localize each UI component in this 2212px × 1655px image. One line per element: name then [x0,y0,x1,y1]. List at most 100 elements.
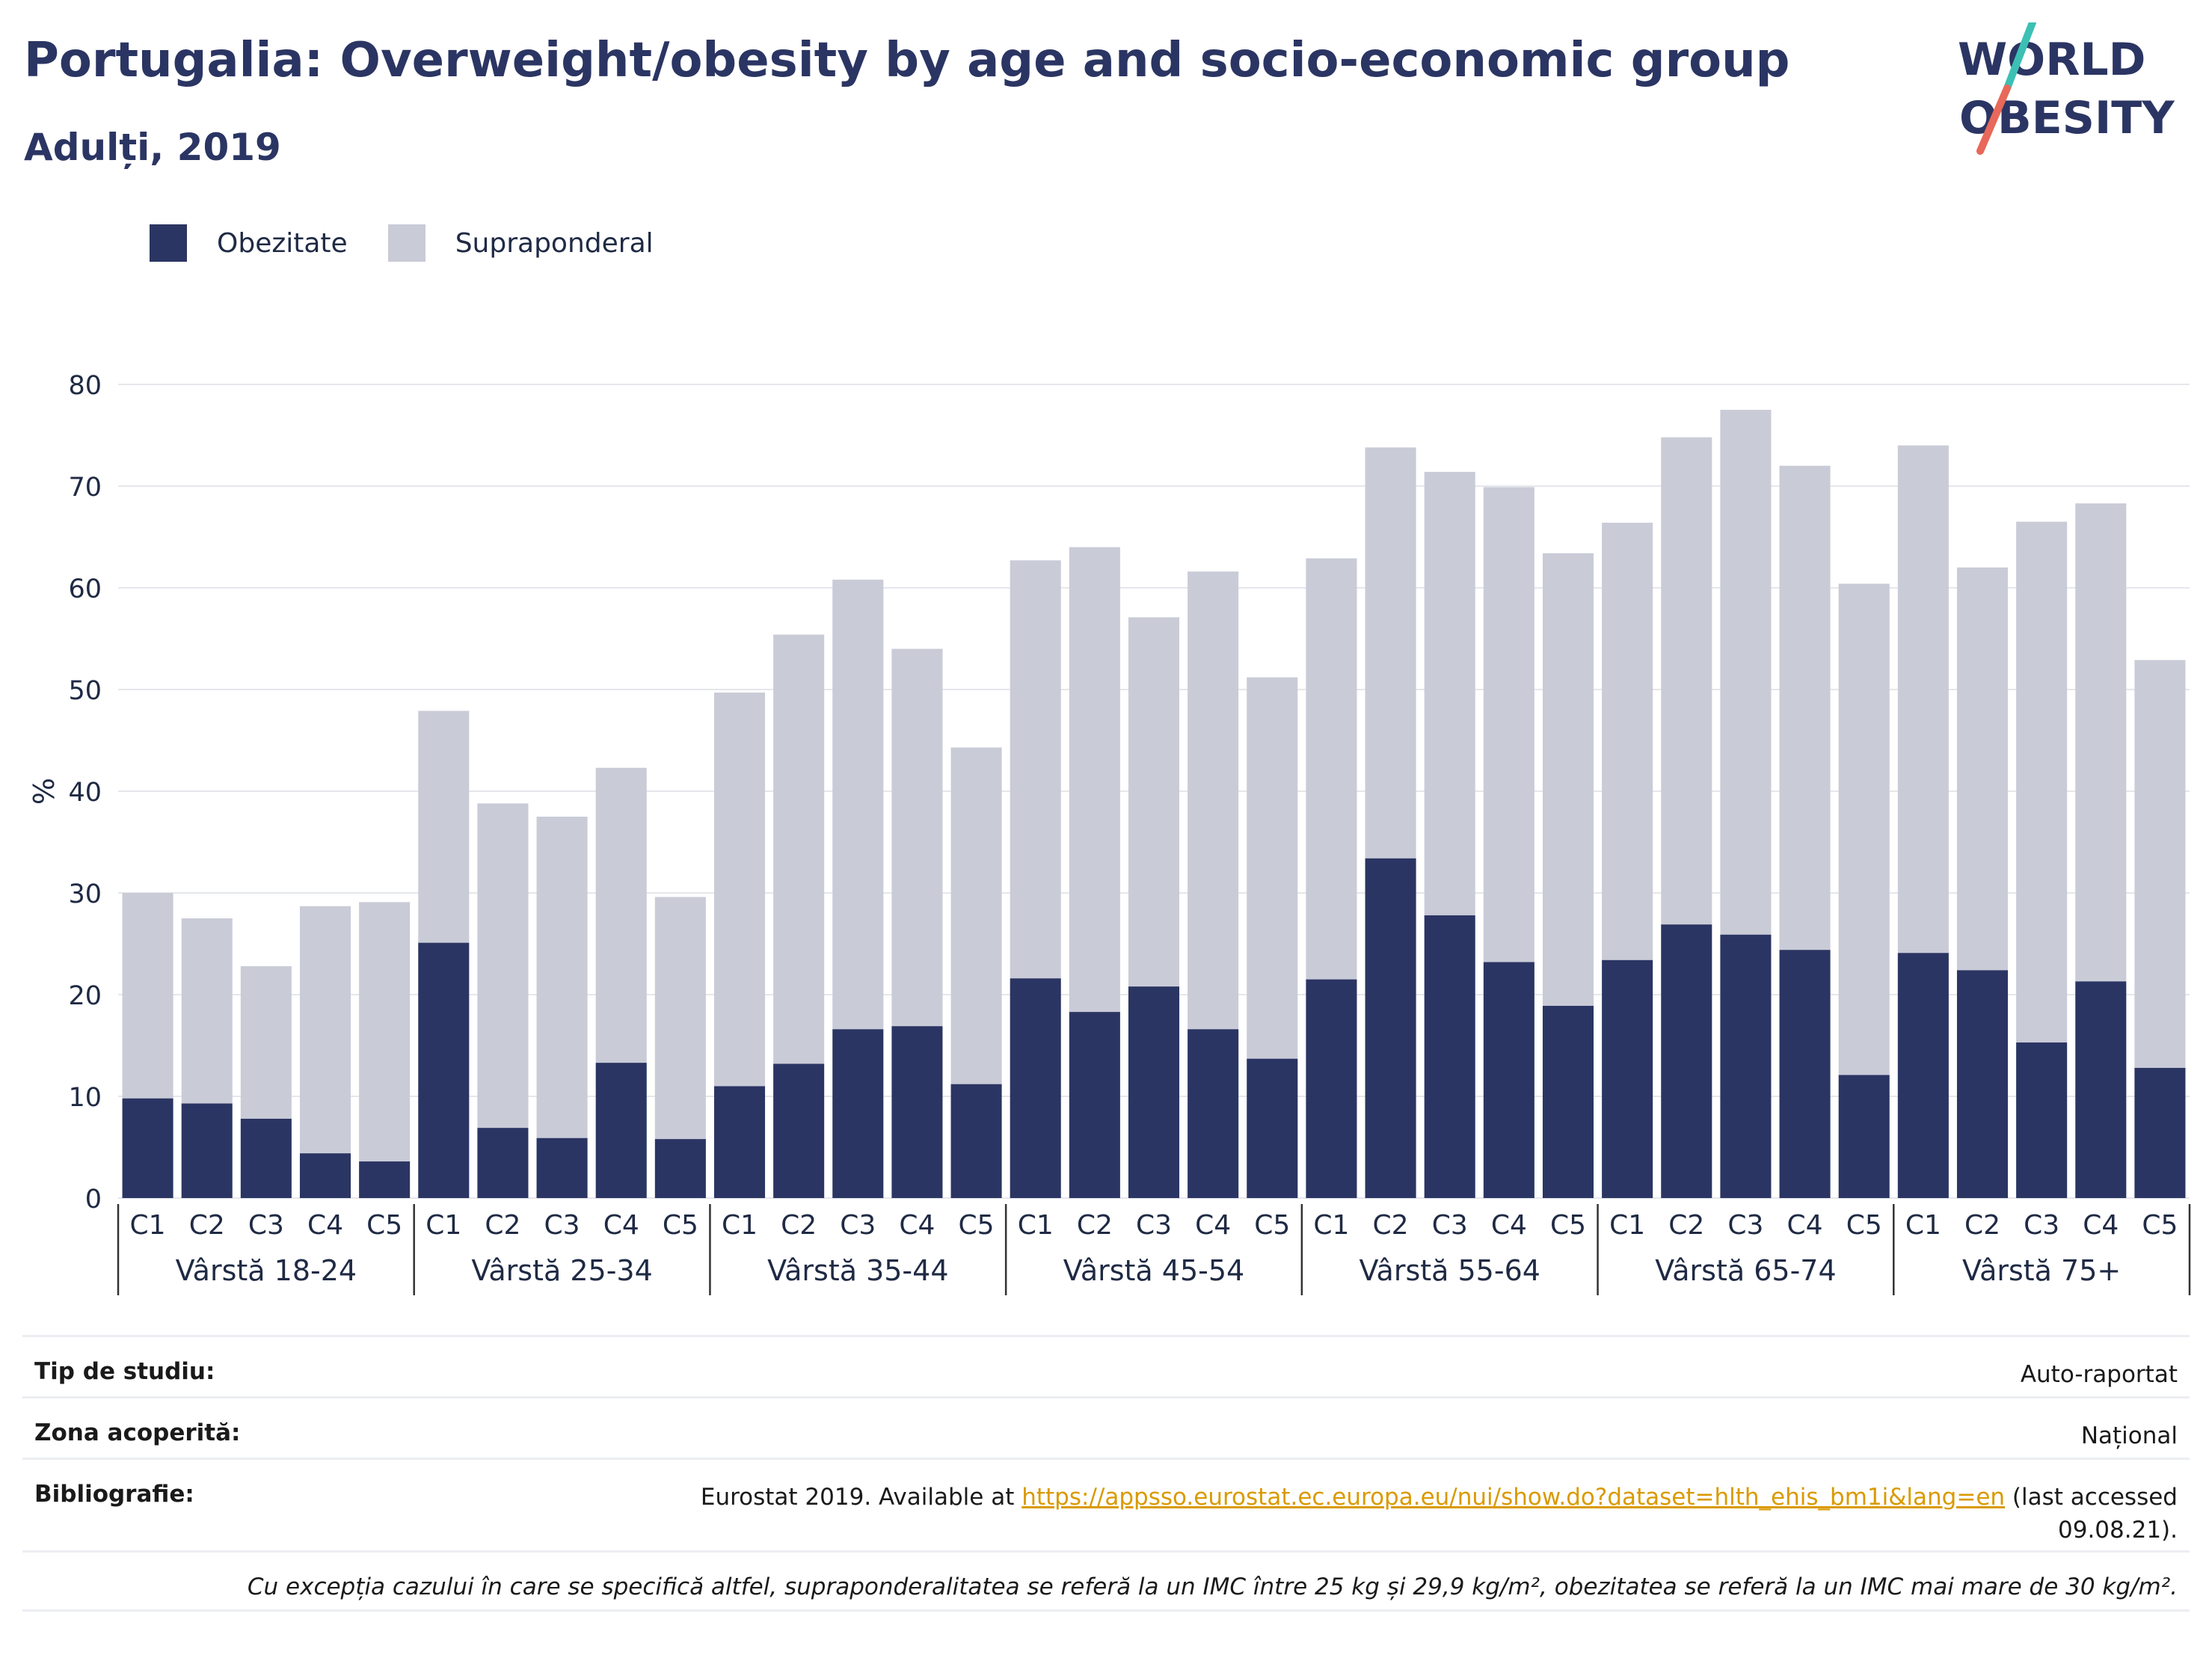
bar-obesity [1602,959,1653,1198]
x-tick-label: C5 [663,1210,698,1241]
bar-obesity [1897,953,1949,1198]
bar-obesity [1365,858,1416,1198]
bar-overweight [1069,547,1120,1013]
bar-overweight [1720,410,1772,935]
info-row-coverage: Zona acoperită: Național [22,1396,2190,1458]
y-tick-label: 40 [68,778,102,808]
bar-overweight [950,747,1002,1084]
bar-overweight [1956,567,2009,971]
bar-overweight [1188,571,1239,1030]
legend-swatch-obesity [150,224,187,262]
y-axis-label: % [28,778,61,805]
x-tick-label: C1 [1905,1210,1941,1241]
bar-overweight [713,693,766,1087]
y-tick-label: 30 [68,879,102,909]
bar-overweight [1424,471,1475,915]
info-value-study-type: Auto-raportat [2020,1361,2178,1388]
bar-obesity [1483,962,1534,1198]
y-tick-label: 10 [68,1083,102,1113]
bar-overweight [1779,465,1831,951]
y-tick-label: 80 [68,371,102,401]
x-tick-label: C3 [1727,1210,1763,1241]
bar-overweight [1838,583,1890,1075]
x-tick-label: C2 [1964,1210,2000,1241]
x-tick-label: C3 [840,1210,876,1241]
bar-overweight [832,580,884,1030]
legend-item-overweight[interactable]: Supraponderal [387,224,654,262]
bar-overweight [240,965,292,1119]
bar-obesity [1542,1005,1594,1198]
x-tick-label: C4 [2083,1210,2119,1241]
bar-obesity [2134,1067,2186,1198]
chart-legend: Obezitate Supraponderal [150,223,694,263]
logo-text-world: WORLD [1958,34,2145,86]
bar-obesity [773,1063,825,1198]
x-tick-label: C1 [1609,1210,1645,1241]
study-info-table: Tip de studiu: Auto-raportat Zona acoper… [22,1335,2190,1612]
x-tick-label: C3 [544,1210,580,1241]
bar-overweight [1542,553,1594,1006]
bar-obesity [713,1086,766,1198]
bar-overweight [1602,522,1653,960]
bar-obesity [536,1137,588,1198]
x-group-label: Vârstă 75+ [1962,1254,2121,1287]
bar-obesity [595,1063,647,1198]
x-group-label: Vârstă 45-54 [1063,1254,1244,1287]
bar-obesity [1779,950,1831,1198]
bibliography-link[interactable]: https://appsso.eurostat.ec.europa.eu/nui… [1021,1484,2006,1511]
world-obesity-logo: WORLD OBESITY [1958,22,2175,155]
bar-overweight [2075,503,2127,982]
x-group-label: Vârstă 18-24 [176,1254,357,1287]
bibliography-suffix: (last accessed 09.08.21). [2005,1484,2178,1544]
x-tick-label: C4 [1787,1210,1823,1241]
chart-title: Portugalia: Overweight/obesity by age an… [24,33,1790,88]
legend-item-obesity[interactable]: Obezitate [150,224,348,262]
bar-chart: 0 10 20 30 40 50 60 70 80% C1 C2 C3 C4 C5 Vârstă 18-24… [28,371,2191,1295]
logo-slash-top-icon [2003,22,2036,92]
bar-obesity [2016,1042,2068,1198]
x-tick-label: C2 [781,1210,817,1241]
info-row-study-type: Tip de studiu: Auto-raportat [22,1335,2190,1396]
bar-overweight [1306,558,1357,980]
x-tick-label: C5 [1846,1210,1882,1241]
bar-overweight [536,817,588,1138]
x-tick-label: C5 [366,1210,402,1241]
x-tick-label: C2 [1373,1210,1409,1241]
bar-overweight [773,634,825,1064]
bar-overweight [122,893,173,1099]
bar-overweight [1483,487,1534,962]
info-row-bibliography: Bibliografie: Eurostat 2019. Available a… [22,1458,2190,1550]
x-tick-label: C3 [248,1210,284,1241]
info-label-coverage: Zona acoperită: [34,1419,241,1446]
x-tick-label: C5 [1550,1210,1586,1241]
x-tick-label: C2 [1077,1210,1113,1241]
bar-obesity [1956,970,2009,1198]
info-value-bibliography: Eurostat 2019. Available at https://apps… [682,1481,2178,1547]
bar-overweight [477,803,529,1129]
bar-obesity [477,1128,529,1198]
y-tick-label: 60 [68,574,102,604]
bar-obesity [122,1098,173,1198]
bar-obesity [1720,934,1772,1198]
x-tick-label: C3 [1136,1210,1172,1241]
definition-note: Cu excepția cazului în care se specifică… [247,1573,2178,1600]
bar-overweight [654,897,706,1140]
bar-obesity [654,1139,706,1198]
x-group-label: Vârstă 65-74 [1655,1254,1836,1287]
bar-overweight [1247,677,1298,1059]
bar-overweight [1010,560,1061,979]
x-tick-label: C5 [1254,1210,1290,1241]
x-group-label: Vârstă 55-64 [1359,1254,1540,1287]
bar-overweight [2134,660,2186,1068]
x-group-label: Vârstă 25-34 [471,1254,652,1287]
x-tick-label: C4 [307,1210,343,1241]
legend-label-obesity: Obezitate [217,227,348,259]
bar-overweight [891,648,943,1027]
x-tick-label: C1 [425,1210,461,1241]
bar-overweight [2016,521,2068,1043]
x-tick-label: C4 [1195,1210,1231,1241]
bibliography-prefix: Eurostat 2019. Available at [700,1484,1022,1511]
bar-obesity [1128,986,1180,1198]
bar-obesity [181,1103,233,1198]
x-tick-label: C3 [1432,1210,1468,1241]
